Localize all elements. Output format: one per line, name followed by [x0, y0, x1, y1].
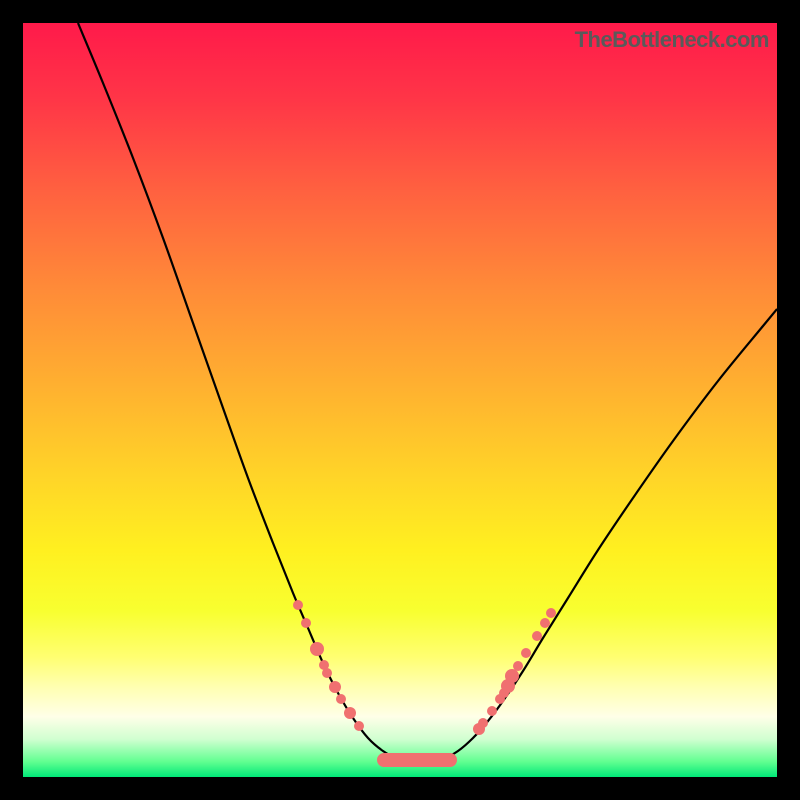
right-markers	[473, 608, 556, 735]
watermark-text: TheBottleneck.com	[575, 27, 769, 53]
left-markers	[293, 600, 364, 731]
chart-container: TheBottleneck.com	[0, 0, 800, 800]
bottleneck-curve	[23, 23, 777, 777]
bottom-blob	[377, 753, 457, 767]
plot-area: TheBottleneck.com	[23, 23, 777, 777]
